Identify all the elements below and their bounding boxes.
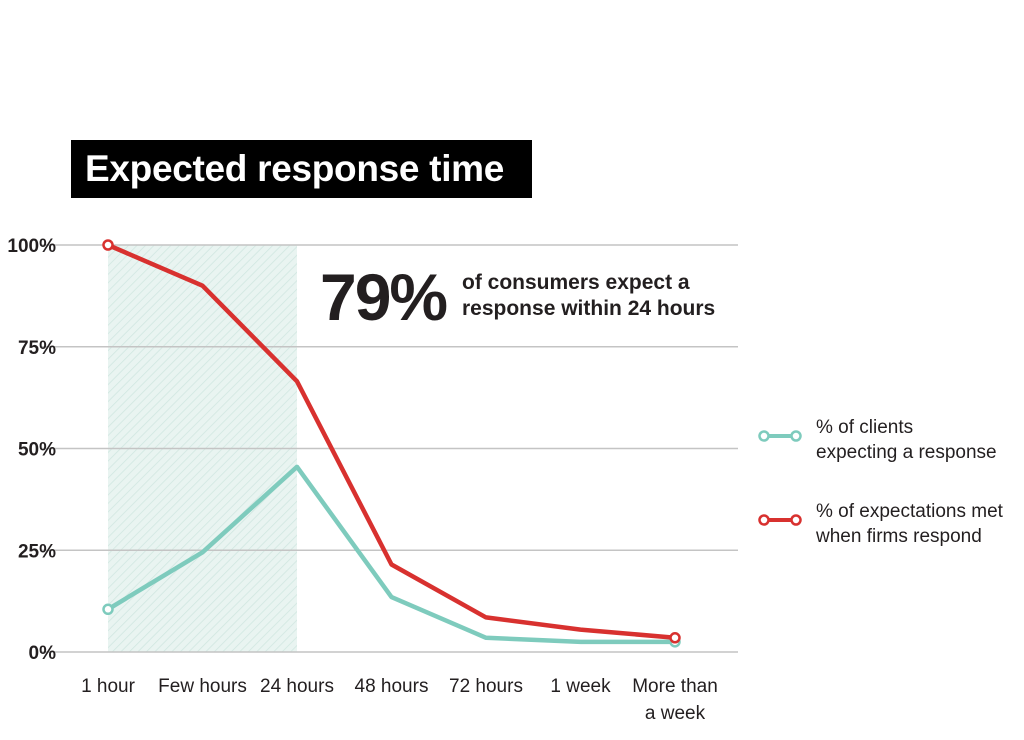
legend-swatch-red xyxy=(758,514,802,526)
x-tick-label: 48 hours xyxy=(355,676,429,697)
x-tick-label: 72 hours xyxy=(449,676,523,697)
x-tick-label: 1 hour xyxy=(81,676,136,697)
y-tick-label: 75% xyxy=(18,338,56,359)
y-tick-label: 25% xyxy=(18,541,56,562)
data-point xyxy=(102,239,114,251)
x-tick-label: 24 hours xyxy=(260,676,334,697)
callout-line-1: of consumers expect a xyxy=(462,271,690,294)
legend-label-clients: % of clients expecting a response xyxy=(816,415,997,465)
legend-swatch-teal xyxy=(758,430,802,442)
x-tick-label: Few hours xyxy=(158,676,247,697)
y-tick-label: 0% xyxy=(29,643,57,664)
legend-label-clients-line-1: % of clients xyxy=(816,417,914,438)
legend-label-met-line-1: % of expectations met xyxy=(816,501,1003,522)
callout-text: of consumers expect a response within 24… xyxy=(462,270,762,322)
y-tick-label: 50% xyxy=(18,440,56,461)
x-tick-label: More than a week xyxy=(632,676,718,724)
chart-title: Expected response time xyxy=(71,140,532,198)
legend-label-clients-line-2: expecting a response xyxy=(816,442,997,463)
data-point xyxy=(102,603,114,616)
x-tick-label: 1 week xyxy=(550,676,611,697)
callout-percentage: 79% xyxy=(320,260,448,334)
callout-line-2: response within 24 hours xyxy=(462,297,716,320)
legend-label-met-line-2: when firms respond xyxy=(816,526,982,547)
legend-label-expectations-met: % of expectations met when firms respond xyxy=(816,499,1003,549)
data-point xyxy=(669,632,681,644)
y-tick-label: 100% xyxy=(7,236,56,257)
